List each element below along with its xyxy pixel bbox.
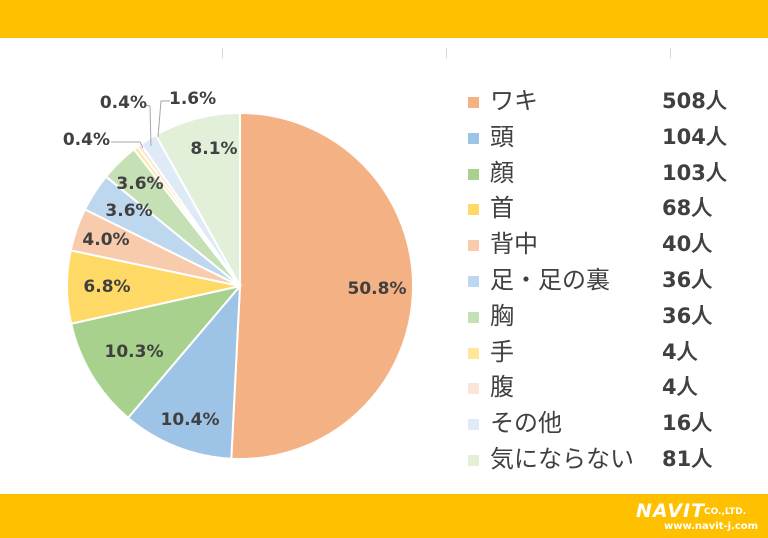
data-label: 10.3% xyxy=(105,342,164,362)
legend-item: ワキ 508人 xyxy=(464,84,754,120)
bottom-band xyxy=(0,494,768,538)
data-label: 50.8% xyxy=(348,279,407,299)
legend-label: 胸 xyxy=(490,301,514,330)
legend-swatch xyxy=(468,240,479,252)
data-label: 0.4% xyxy=(100,93,147,113)
legend-swatch xyxy=(468,383,479,395)
legend-label: その他 xyxy=(490,409,562,438)
data-label: 0.4% xyxy=(63,130,110,150)
legend-item: 顔 103人 xyxy=(464,156,754,192)
legend-label: 足・足の裏 xyxy=(490,265,610,294)
legend-label: 頭 xyxy=(490,122,514,151)
legend-item: 頭 104人 xyxy=(464,120,754,156)
logo-brand: NAVIT xyxy=(636,500,706,522)
company-logo: NAVIT CO.,LTD. www.navit-j.com xyxy=(636,501,762,533)
logo-suffix: CO.,LTD. xyxy=(704,507,747,517)
chart-legend: ワキ 508人頭 104人顔 103人首 68人 背中 40人 足・足の裏 36人胸 36人手 4人… xyxy=(464,84,754,478)
legend-label: 背中 xyxy=(490,230,538,259)
legend-swatch xyxy=(468,454,479,466)
legend-swatch xyxy=(468,419,479,431)
legend-count: 40人 xyxy=(662,232,713,257)
legend-label: 気にならない xyxy=(490,444,634,473)
legend-swatch xyxy=(468,132,479,144)
top-band xyxy=(0,0,768,38)
legend-swatch xyxy=(468,168,479,180)
legend-label: 手 xyxy=(490,337,514,366)
logo-url: www.navit-j.com xyxy=(664,521,759,532)
legend-label: 顔 xyxy=(490,158,514,187)
data-label: 3.6% xyxy=(116,174,163,194)
divider-tick xyxy=(446,48,447,58)
legend-label: 腹 xyxy=(490,373,514,402)
legend-swatch xyxy=(468,97,479,108)
legend-item: その他 16人 xyxy=(464,406,754,442)
divider-tick xyxy=(670,48,671,58)
pie-slice xyxy=(154,111,241,290)
divider-tick xyxy=(222,48,223,58)
data-label: 1.6% xyxy=(169,89,216,109)
legend-count: 36人 xyxy=(662,303,713,328)
legend-count: 36人 xyxy=(662,267,713,292)
legend-count: 68人 xyxy=(662,196,713,221)
legend-swatch xyxy=(468,311,479,323)
legend-count: 4人 xyxy=(662,375,698,400)
legend-item: 気にならない 81人 xyxy=(464,442,754,478)
leader-line xyxy=(145,104,152,147)
legend-count: 4人 xyxy=(662,339,698,364)
legend-label: ワキ xyxy=(490,87,538,115)
legend-count: 16人 xyxy=(662,411,713,436)
leader-line xyxy=(157,100,170,138)
data-label: 3.6% xyxy=(105,201,152,221)
legend-swatch xyxy=(468,347,479,359)
data-label: 10.4% xyxy=(161,410,220,430)
legend-label: 首 xyxy=(490,194,514,223)
legend-item: 背中 40人 xyxy=(464,227,754,263)
data-label: 6.8% xyxy=(83,277,130,297)
leader-line xyxy=(111,141,144,149)
pie-slice xyxy=(230,111,415,460)
legend-count: 103人 xyxy=(662,160,727,185)
pie-slice xyxy=(69,284,243,420)
data-label: 4.0% xyxy=(82,230,129,250)
legend-item: 手 4人 xyxy=(464,335,754,371)
legend-count: 104人 xyxy=(662,124,727,149)
legend-item: 首 68人 xyxy=(464,191,754,227)
legend-count: 81人 xyxy=(662,446,713,471)
legend-item: 胸 36人 xyxy=(464,299,754,335)
data-label: 8.1% xyxy=(190,139,237,159)
legend-swatch xyxy=(468,275,479,287)
legend-item: 足・足の裏 36人 xyxy=(464,263,754,299)
pie-slice xyxy=(126,283,242,460)
legend-swatch xyxy=(468,204,479,216)
legend-count: 508人 xyxy=(662,89,727,113)
legend-item: 腹 4人 xyxy=(464,370,754,406)
